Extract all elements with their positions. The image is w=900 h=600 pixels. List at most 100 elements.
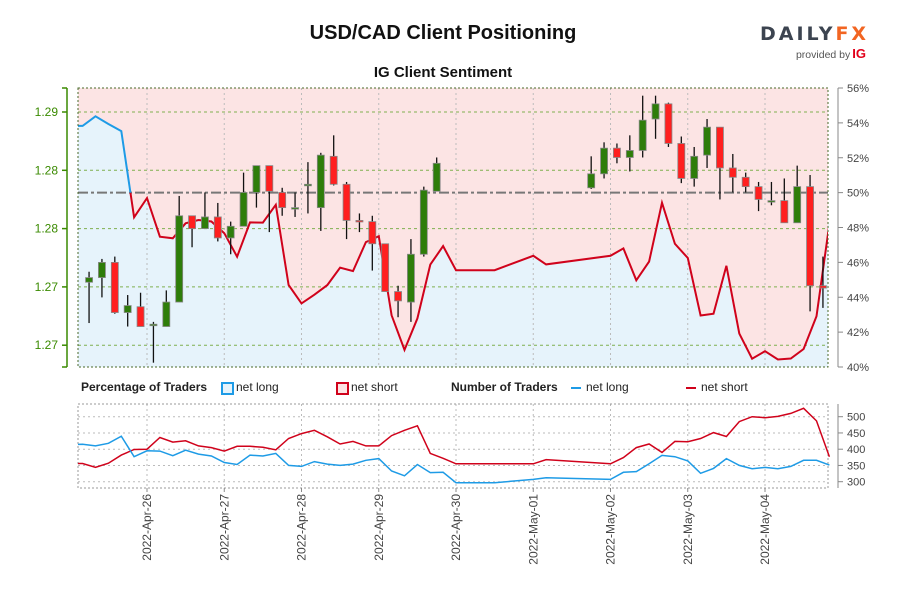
candle-body-bear [213, 216, 222, 239]
candle [716, 126, 724, 200]
legend-num-long[interactable]: net long [586, 380, 629, 394]
dailyfx-logo: DAILYFX provided by IG [760, 24, 866, 61]
candle [600, 142, 608, 179]
candle-body-bull [651, 103, 660, 120]
candle [162, 290, 171, 327]
candle [213, 202, 222, 242]
net-long-count-line [77, 435, 830, 484]
pct-tick-label: 48% [847, 223, 869, 235]
candle-body-bull [407, 253, 415, 303]
candle [291, 192, 299, 217]
main-plot-border [77, 87, 829, 368]
candle [355, 213, 364, 233]
candle [638, 95, 647, 158]
candle-body-bear [754, 186, 763, 200]
pct-tick-label: 52% [847, 153, 869, 165]
date-tick-label: 2022-May-03 [681, 494, 695, 565]
candle [201, 192, 209, 230]
pct-tick-label: 54% [847, 118, 869, 130]
candle [806, 174, 814, 312]
candle [123, 295, 132, 327]
pct-tick-label: 56% [847, 83, 869, 95]
candle-body-bear [381, 243, 390, 292]
candle-body-bear [394, 291, 402, 302]
count-tick-label: 300 [847, 477, 865, 489]
date-tick-label: 2022-Apr-28 [295, 494, 309, 561]
count-tick-label: 350 [847, 460, 865, 472]
pct-tick-label: 50% [847, 188, 869, 200]
candle-body-bull [690, 155, 699, 179]
legend-long-swatch [221, 382, 234, 395]
candle [329, 135, 338, 186]
candle [419, 186, 428, 257]
pct-tick-label: 46% [847, 257, 869, 269]
legend-pct-short[interactable]: net short [351, 380, 398, 394]
candle-body-bear [368, 221, 377, 245]
candle-body-bear [136, 306, 145, 327]
candle [175, 195, 184, 303]
candle [110, 256, 119, 314]
candle-body-bear [741, 176, 750, 188]
candle-body-bull [98, 262, 106, 278]
candle [819, 256, 827, 308]
candle-body-bear [265, 165, 274, 192]
date-tick-label: 2022-May-04 [758, 494, 772, 565]
candle [394, 285, 402, 318]
pct-tick-label: 44% [847, 292, 869, 304]
date-tick-label: 2022-Apr-29 [372, 494, 386, 561]
candle [677, 136, 686, 184]
date-tick-label: 2022-Apr-26 [140, 494, 154, 561]
candle [252, 165, 261, 208]
candle-body-bear [278, 192, 287, 209]
legend-pct-long[interactable]: net long [236, 380, 279, 394]
legend-num-short[interactable]: net short [701, 380, 748, 394]
candle [651, 95, 660, 139]
legend-short-line [686, 387, 696, 389]
candle-body-bull [201, 216, 209, 230]
count-tick-label: 400 [847, 444, 865, 456]
candle-body-bull [638, 119, 647, 151]
candle-body-bull [419, 189, 428, 255]
count-tick-label: 450 [847, 428, 865, 440]
candle-body-bull [587, 173, 596, 189]
price-tick-label: 1.29 [35, 105, 59, 119]
candle-body-bear [806, 186, 814, 287]
candle-body-bear [613, 147, 621, 158]
candle-body-bear [342, 183, 351, 221]
candle [304, 162, 312, 214]
candle-body-bull [304, 183, 312, 187]
candle-body-bull [162, 301, 171, 327]
candle [98, 258, 106, 298]
candle-body-bull [703, 126, 711, 156]
candle-body-bull [239, 192, 248, 227]
candle-body-bull [175, 215, 184, 303]
candle-body-bear [110, 262, 119, 313]
candle-body-bull [85, 277, 93, 283]
candle [690, 146, 699, 187]
candle [613, 143, 621, 164]
candle-body-bear [677, 143, 686, 179]
candle-body-bull [149, 323, 158, 327]
date-tick-label: 2022-May-01 [526, 494, 540, 565]
candle [278, 187, 287, 216]
date-tick-label: 2022-May-02 [604, 494, 618, 565]
candle [432, 157, 441, 192]
candle [767, 181, 776, 206]
candle [85, 271, 93, 324]
candle-body-bull [600, 147, 608, 175]
net-short-count-line [78, 407, 831, 469]
pct-tick-label: 40% [847, 362, 869, 374]
candle [136, 292, 145, 327]
logo-provided-by: provided by [795, 49, 851, 61]
price-tick-label: 1.27 [35, 338, 59, 352]
logo-brand-right: FX [835, 23, 870, 45]
candle [342, 181, 351, 240]
candle-body-bear [780, 200, 789, 224]
candle-body-bull [316, 154, 325, 209]
chart-subtitle: IG Client Sentiment [373, 64, 513, 81]
candle [780, 178, 789, 224]
candle [226, 221, 235, 255]
count-tick-label: 500 [847, 412, 865, 424]
legend-short-swatch [336, 382, 349, 395]
